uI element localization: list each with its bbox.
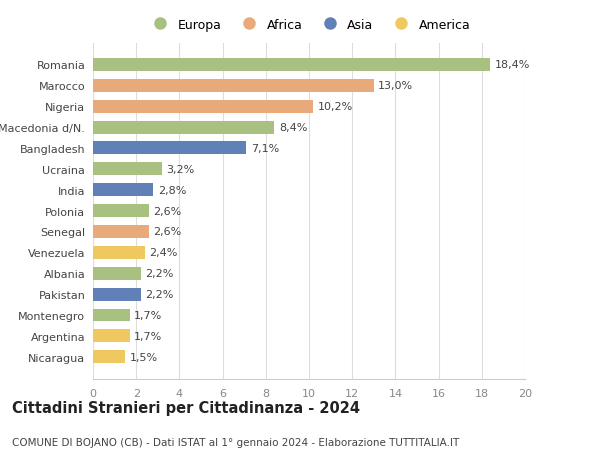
Text: 2,6%: 2,6%	[154, 227, 182, 237]
Bar	[93, 121, 274, 134]
Bar	[93, 351, 125, 364]
Bar	[93, 101, 313, 113]
Text: 13,0%: 13,0%	[378, 81, 413, 91]
Text: 18,4%: 18,4%	[495, 60, 530, 70]
Bar	[93, 163, 162, 176]
Text: 2,8%: 2,8%	[158, 185, 186, 195]
Text: 2,4%: 2,4%	[149, 248, 178, 258]
Legend: Europa, Africa, Asia, America: Europa, Africa, Asia, America	[145, 16, 473, 34]
Text: 1,7%: 1,7%	[134, 310, 162, 320]
Bar	[93, 267, 140, 280]
Text: 1,5%: 1,5%	[130, 352, 158, 362]
Bar	[93, 59, 490, 72]
Text: Cittadini Stranieri per Cittadinanza - 2024: Cittadini Stranieri per Cittadinanza - 2…	[12, 400, 360, 415]
Bar	[93, 288, 140, 301]
Bar	[93, 205, 149, 218]
Bar	[93, 80, 374, 93]
Bar	[93, 246, 145, 259]
Text: 3,2%: 3,2%	[166, 164, 194, 174]
Bar	[93, 309, 130, 322]
Text: 2,2%: 2,2%	[145, 290, 173, 299]
Text: 2,2%: 2,2%	[145, 269, 173, 279]
Text: 1,7%: 1,7%	[134, 331, 162, 341]
Bar	[93, 184, 154, 197]
Bar	[93, 142, 247, 155]
Text: 8,4%: 8,4%	[279, 123, 307, 133]
Text: 7,1%: 7,1%	[251, 144, 279, 154]
Text: 2,6%: 2,6%	[154, 206, 182, 216]
Bar	[93, 225, 149, 238]
Bar	[93, 330, 130, 342]
Text: COMUNE DI BOJANO (CB) - Dati ISTAT al 1° gennaio 2024 - Elaborazione TUTTITALIA.: COMUNE DI BOJANO (CB) - Dati ISTAT al 1°…	[12, 437, 459, 448]
Text: 10,2%: 10,2%	[317, 102, 353, 112]
